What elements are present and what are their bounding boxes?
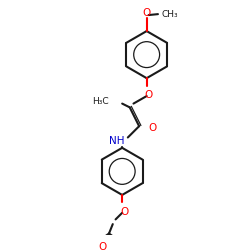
Text: O: O [142, 8, 151, 18]
Text: NH: NH [108, 136, 124, 146]
Text: O: O [120, 207, 128, 217]
Text: O: O [144, 90, 153, 101]
Text: CH₃: CH₃ [162, 10, 178, 19]
Text: O: O [98, 242, 107, 250]
Text: O: O [148, 123, 157, 133]
Text: H₃C: H₃C [92, 97, 109, 106]
